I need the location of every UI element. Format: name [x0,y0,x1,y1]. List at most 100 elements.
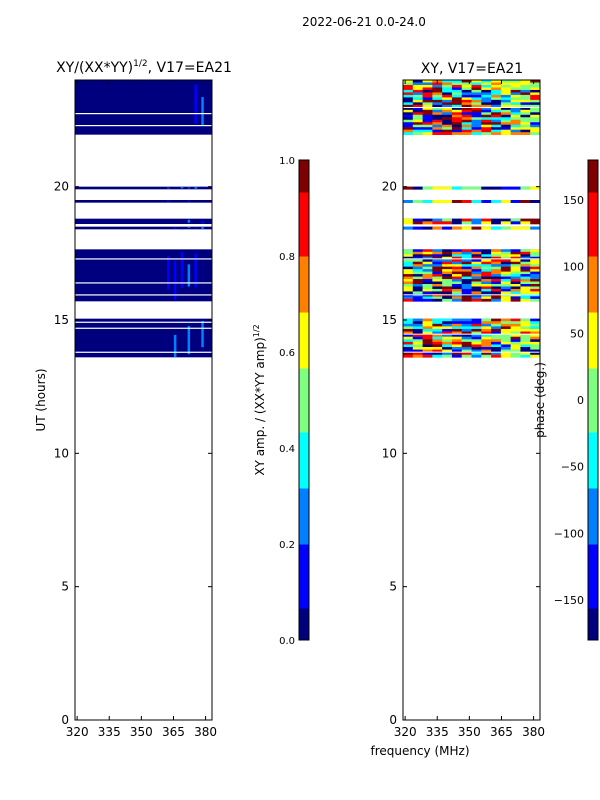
heatmap-cell [442,119,453,123]
heatmap-cell [491,109,502,113]
heatmap-cell [461,218,472,222]
y-tick-label: 10 [54,446,69,460]
heatmap-cell [412,102,424,106]
heatmap-cell [403,259,414,263]
heatmap-cell [491,328,502,332]
heatmap-cell [422,281,433,285]
heatmap-cell [510,249,521,253]
heatmap-cell [520,288,531,292]
heatmap-cell [412,276,424,280]
heatmap-cell [481,284,492,287]
heatmap-cell [471,80,482,83]
colorbar-segment [299,304,309,313]
x-tick-label: 335 [426,725,449,739]
heatmap-cell [500,122,512,126]
heatmap-cell [461,288,472,292]
colorbar-segment [299,240,309,249]
heatmap-cell [471,254,482,258]
heatmap-cell [422,89,433,93]
heatmap-cell [491,281,502,285]
heatmap-cell [481,104,492,108]
heatmap-cell [422,80,433,83]
heatmap-cell [530,97,541,101]
heatmap-band [75,186,212,190]
heatmap-cell [422,218,433,222]
heatmap-cell [481,251,492,255]
heatmap-cell [451,99,463,103]
heatmap-cell [442,281,453,285]
heatmap-cell [481,331,492,335]
heatmap-cell [461,286,472,290]
heatmap-cell [520,279,531,282]
heatmap-cell [442,122,453,126]
heatmap-cell [422,296,433,300]
heatmap-cell [510,218,521,222]
heatmap-cell [500,288,512,292]
heatmap-cell [520,326,531,330]
heatmap-cell [442,264,453,267]
heatmap-streak [201,97,204,126]
heatmap-cell [412,94,424,98]
heatmap-cell [422,323,433,327]
heatmap-cell [491,200,502,203]
heatmap-cell [520,87,531,91]
heatmap-cell [510,288,521,292]
colorbar-segment [299,160,309,169]
heatmap-cell [530,291,541,295]
heatmap-cell [500,249,512,253]
heatmap-cell [403,341,414,345]
heatmap-cell [481,269,492,272]
heatmap-cell [451,87,463,91]
heatmap-cell [491,274,502,277]
heatmap-cell [422,254,433,258]
heatmap-cell [520,321,531,325]
heatmap-cell [530,261,541,265]
heatmap-cell [530,279,541,282]
colorbar-segment [588,200,598,209]
y-tick-label: 20 [54,180,69,194]
heatmap-cell [442,132,453,135]
heatmap-cell [451,218,463,222]
colorbar-segment [588,184,598,193]
heatmap-cell [520,107,531,111]
heatmap-cell [432,331,443,335]
heatmap-cell [442,107,453,111]
heatmap-cell [403,109,414,113]
heatmap-cell [491,336,502,340]
heatmap-cell [412,200,424,203]
heatmap-cell [481,347,492,350]
heatmap-cell [461,352,472,356]
amplitude-colorbar-label: XY amp. / (XX*YY amp)1/2 [252,324,267,475]
heatmap-cell [491,264,502,267]
colorbar-segment [299,424,309,433]
heatmap-cell [481,354,492,358]
heatmap-cell [403,80,414,83]
heatmap-cell [471,107,482,111]
heatmap-cell [432,354,443,358]
heatmap-cell [461,102,472,106]
heatmap-cell [461,97,472,101]
heatmap-cell [422,298,433,302]
heatmap-cell [481,271,492,275]
heatmap-cell [520,129,531,133]
heatmap-cell [451,274,463,277]
heatmap-cell [481,127,492,130]
colorbar-segment [588,576,598,585]
heatmap-cell [432,344,443,348]
suptitle: 2022-06-21 0.0-24.0 [302,15,426,29]
colorbar-segment [588,320,598,329]
heatmap-gap [75,351,212,353]
heatmap-cell [530,352,541,356]
heatmap-cell [432,269,443,272]
colorbar-segment [588,168,598,177]
heatmap-cell [442,104,453,108]
heatmap-cell [422,274,433,277]
heatmap-cell [403,107,414,111]
heatmap-cell [422,251,433,255]
heatmap-cell [461,84,472,88]
heatmap-cell [500,114,512,118]
heatmap-streak [187,226,191,228]
heatmap-cell [491,276,502,280]
heatmap-cell [530,99,541,103]
colorbar-segment [299,560,309,569]
